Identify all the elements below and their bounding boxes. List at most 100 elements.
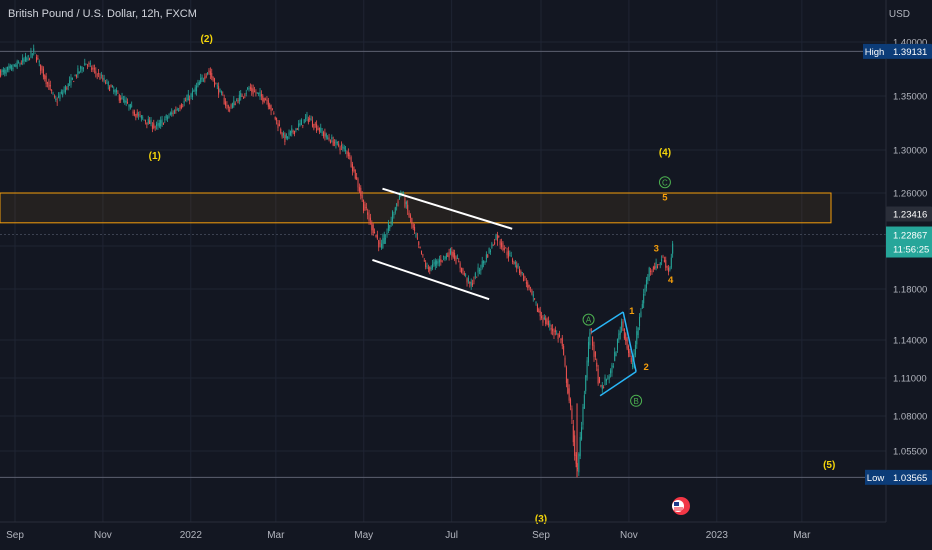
minor-wave-label: 4 [668,275,674,286]
time-tick-label: Jul [445,530,458,541]
candle-body [358,187,360,192]
candle-body [619,331,621,335]
candle-body [644,287,646,294]
candle-body [403,193,405,194]
resistance-zone [0,192,832,224]
candle-body [191,91,193,98]
candle-body [658,264,660,266]
candle-body [242,96,244,98]
candle-body [201,77,203,80]
candle-body [154,126,156,128]
candle-body [273,113,275,114]
candle-body [287,136,289,139]
candle-body [436,260,438,265]
trend-drawings[interactable] [372,187,637,397]
candle-body [498,236,500,238]
candle-body [599,377,601,383]
candle-body [194,87,196,92]
candle-body [427,267,429,269]
candle-body [665,259,667,268]
candle-body [62,92,64,96]
candle-body [634,344,636,355]
corrective-wave-label: B [633,397,638,406]
candle-body [447,255,449,257]
candle-body [190,93,192,97]
candle-body [422,254,424,256]
candle-body [128,104,130,107]
candle-body [582,407,584,425]
triangle-line [591,311,624,333]
candle-body [458,261,460,263]
candle-body [357,179,359,188]
candle-body [16,61,18,68]
candle-body [171,112,173,115]
candle-body [302,125,304,126]
chart-title: British Pound / U.S. Dollar, 12h, FXCM [8,8,197,20]
time-tick-label: Nov [94,530,112,541]
candle-body [53,95,55,97]
candle-body [383,234,385,244]
candle-body [418,241,420,245]
candle-body [363,199,365,211]
candle-body [298,123,300,127]
candle-body [560,338,562,340]
candle-body [605,379,607,382]
candle-body [258,92,260,94]
candle-body [288,132,290,136]
candle-body [219,89,221,93]
candle-body [438,259,440,263]
candle-body [198,82,200,86]
candle-body [354,169,356,179]
candle-body [292,131,294,133]
time-tick-label: Nov [620,530,638,541]
candle-body [535,301,537,304]
candle-body [618,333,620,340]
candle-body [669,267,671,271]
candle-body [161,119,163,124]
candle-body [421,250,422,255]
candle-body [299,123,301,125]
time-axis[interactable]: Sep Nov 2022 Mar May Jul Sep Nov 2023 Mar [6,530,811,541]
candle-body [572,425,574,443]
candle-body [245,92,247,94]
candle-body [639,316,641,326]
candle-body [34,52,36,54]
candle-body [102,78,104,80]
candle-body [509,253,511,255]
candle-body [95,71,97,74]
time-tick-label: Sep [532,530,550,541]
candle-body [466,278,468,283]
candle-body [484,260,486,264]
candle-body [69,80,71,84]
candle-body [513,262,515,264]
candle-body [528,284,530,288]
candle-body [559,334,560,337]
candle-body [547,321,549,325]
candle-body [51,90,53,91]
candle-body [1,70,3,73]
candle-body [132,111,134,114]
price-axis[interactable]: 1.400001.350001.300001.260001.220001.180… [893,38,927,458]
candle-body [27,55,29,58]
candle-body [527,282,529,288]
candle-body [385,238,387,240]
candle-body [636,331,638,345]
candle-body [149,120,151,124]
candle-body [318,127,320,132]
candle-body [340,145,342,147]
us-flag-event-icon[interactable] [672,497,690,515]
high-price-value: 1.39131 [893,47,927,58]
candle-body [52,92,54,94]
candle-body [594,351,596,357]
candle-body [339,147,341,151]
candle-body [66,87,68,90]
candle-body [550,328,552,330]
candle-body [564,357,566,366]
candle-body [469,281,471,284]
candle-body [521,272,523,273]
channel-line [382,187,513,230]
candle-body [629,351,631,357]
candle-body [104,82,106,84]
candle-body [82,68,84,70]
